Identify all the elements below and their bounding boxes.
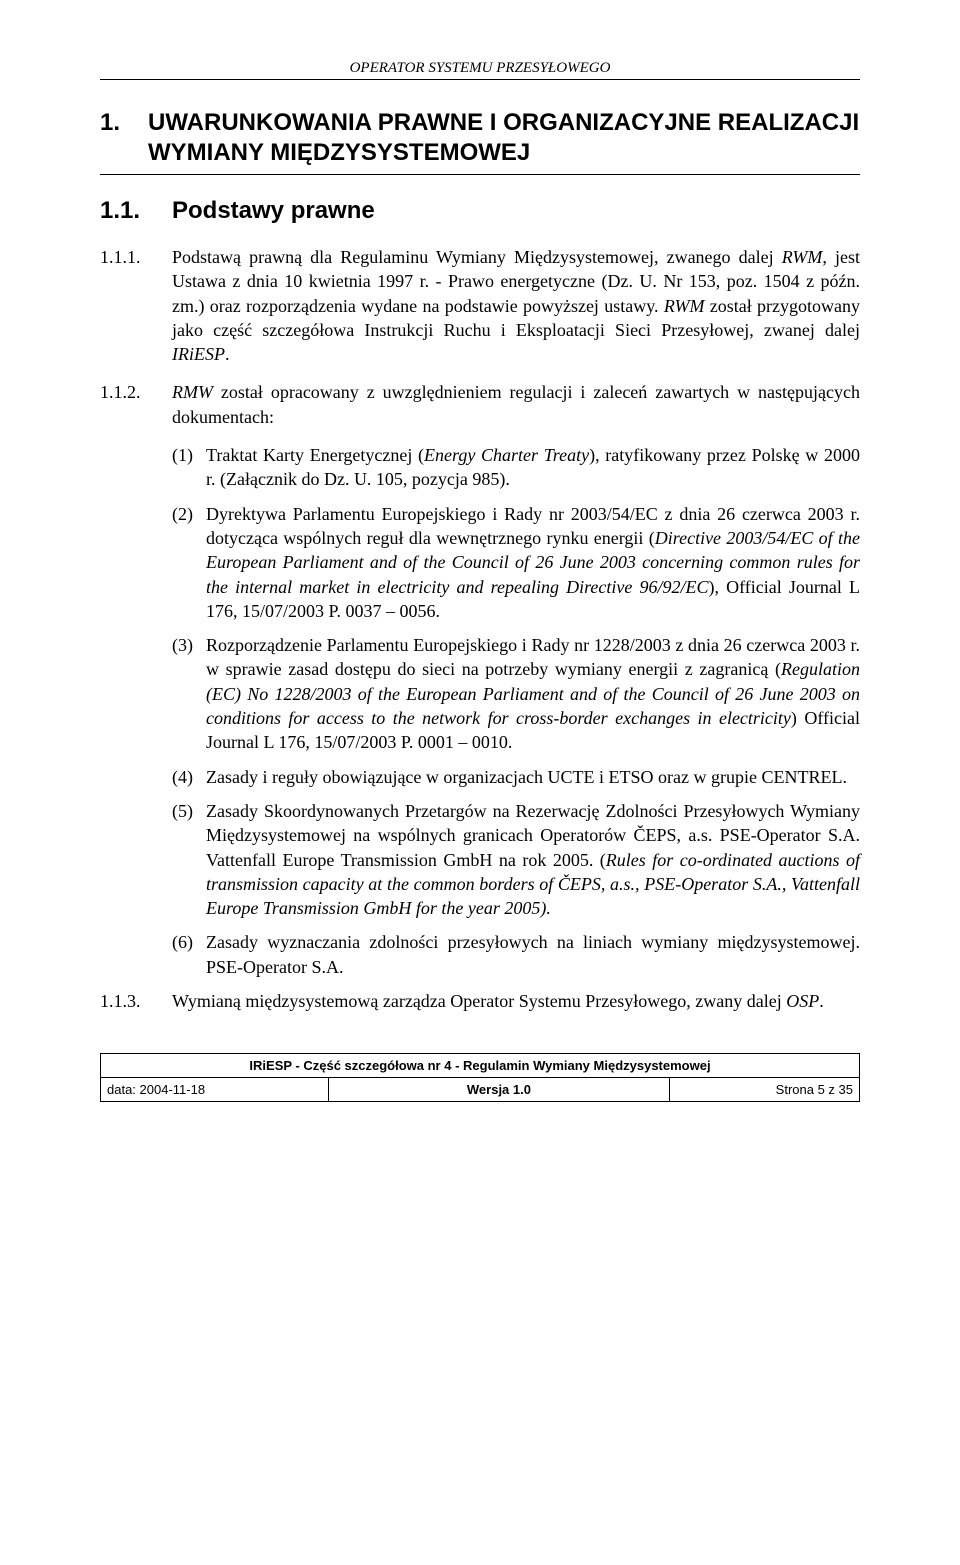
- document-page: OPERATOR SYSTEMU PRZESYŁOWEGO 1. UWARUNK…: [0, 0, 960, 1565]
- subitem-number: (6): [172, 930, 206, 954]
- footer-bottom-row: data: 2004-11-18 Wersja 1.0 Strona 5 z 3…: [101, 1078, 859, 1101]
- footer-page-number: Strona 5 z 35: [670, 1078, 860, 1101]
- clause-1-1-1: 1.1.1. Podstawą prawną dla Regulaminu Wy…: [100, 245, 860, 366]
- footer-title: IRiESP - Część szczegółowa nr 4 - Regula…: [101, 1054, 859, 1078]
- subitem-4: (4) Zasady i reguły obowiązujące w organ…: [172, 765, 860, 789]
- subitem-1: (1) Traktat Karty Energetycznej (Energy …: [172, 443, 860, 492]
- subitem-number: (3): [172, 633, 206, 657]
- subitem-number: (2): [172, 502, 206, 526]
- heading-2-number: 1.1.: [100, 197, 172, 225]
- subitem-body: Zasady Skoordynowanych Przetargów na Rez…: [206, 799, 860, 920]
- subitem-number: (5): [172, 799, 206, 823]
- subitem-body: Rozporządzenie Parlamentu Europejskiego …: [206, 633, 860, 754]
- subitem-6: (6) Zasady wyznaczania zdolności przesył…: [172, 930, 860, 979]
- footer-version: Wersja 1.0: [328, 1078, 669, 1101]
- clause-number: 1.1.1.: [100, 245, 172, 269]
- heading-2: 1.1. Podstawy prawne: [100, 197, 860, 225]
- subitem-number: (1): [172, 443, 206, 467]
- page-footer: IRiESP - Część szczegółowa nr 4 - Regula…: [100, 1053, 860, 1102]
- footer-date: data: 2004-11-18: [101, 1078, 328, 1101]
- heading-1-number: 1.: [100, 108, 148, 138]
- subitem-3: (3) Rozporządzenie Parlamentu Europejski…: [172, 633, 860, 754]
- subitem-body: Dyrektywa Parlamentu Europejskiego i Rad…: [206, 502, 860, 623]
- clause-1-1-3: 1.1.3. Wymianą międzysystemową zarządza …: [100, 989, 860, 1013]
- heading-1-text: UWARUNKOWANIA PRAWNE I ORGANIZACYJNE REA…: [148, 108, 860, 168]
- clause-number: 1.1.3.: [100, 989, 172, 1013]
- subitem-2: (2) Dyrektywa Parlamentu Europejskiego i…: [172, 502, 860, 623]
- running-head: OPERATOR SYSTEMU PRZESYŁOWEGO: [100, 60, 860, 80]
- subitem-body: Zasady i reguły obowiązujące w organizac…: [206, 765, 860, 789]
- heading-2-text: Podstawy prawne: [172, 197, 375, 225]
- heading-1: 1. UWARUNKOWANIA PRAWNE I ORGANIZACYJNE …: [100, 108, 860, 168]
- subitem-body: Zasady wyznaczania zdolności przesyłowyc…: [206, 930, 860, 979]
- subitem-5: (5) Zasady Skoordynowanych Przetargów na…: [172, 799, 860, 920]
- subitem-body: Traktat Karty Energetycznej (Energy Char…: [206, 443, 860, 492]
- subitem-number: (4): [172, 765, 206, 789]
- heading-1-block: 1. UWARUNKOWANIA PRAWNE I ORGANIZACYJNE …: [100, 108, 860, 175]
- clause-1-1-2: 1.1.2. RMW został opracowany z uwzględni…: [100, 380, 860, 429]
- clause-body: Podstawą prawną dla Regulaminu Wymiany M…: [172, 245, 860, 366]
- clause-number: 1.1.2.: [100, 380, 172, 404]
- clause-body: Wymianą międzysystemową zarządza Operato…: [172, 989, 860, 1013]
- clause-body: RMW został opracowany z uwzględnieniem r…: [172, 380, 860, 429]
